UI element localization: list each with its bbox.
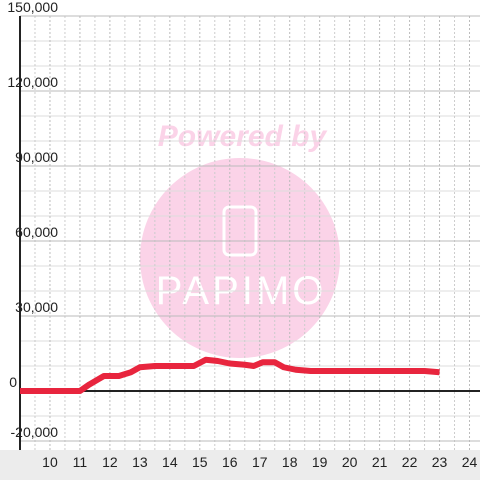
- x-tick-label: 23: [432, 454, 448, 470]
- x-tick-label: 24: [462, 454, 478, 470]
- watermark-text: Powered by: [158, 120, 328, 153]
- x-tick-label: 12: [102, 454, 118, 470]
- y-tick-label: 0: [9, 374, 17, 390]
- x-tick-label: 17: [252, 454, 268, 470]
- x-tick-label: 10: [42, 454, 58, 470]
- y-tick-label: -20,000: [11, 424, 59, 440]
- y-tick-label: 120,000: [7, 74, 58, 90]
- y-tick-label: 150,000: [7, 0, 58, 15]
- x-tick-label: 19: [312, 454, 328, 470]
- x-tick-label: 15: [192, 454, 208, 470]
- x-tick-label: 18: [282, 454, 298, 470]
- watermark-icon: [222, 205, 258, 257]
- y-tick-label: 60,000: [15, 224, 58, 240]
- x-tick-label: 20: [342, 454, 358, 470]
- x-tick-label: 21: [372, 454, 388, 470]
- x-tick-label: 22: [402, 454, 418, 470]
- x-tick-label: 11: [73, 454, 88, 470]
- y-tick-label: 30,000: [15, 299, 58, 315]
- x-axis-band: [0, 450, 480, 480]
- x-tick-label: 14: [162, 454, 178, 470]
- x-tick-label: 13: [132, 454, 148, 470]
- y-tick-label: 90,000: [15, 149, 58, 165]
- line: [20, 356, 440, 394]
- x-tick-label: 16: [222, 454, 238, 470]
